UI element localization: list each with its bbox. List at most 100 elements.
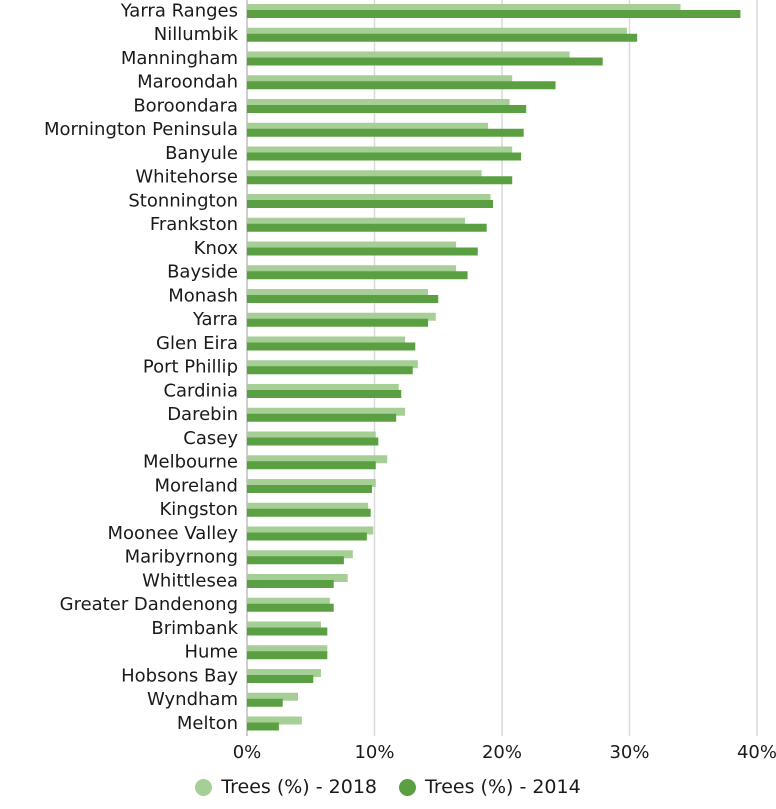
bar-2018: [247, 692, 298, 701]
bar-2014: [247, 342, 416, 351]
legend-item-2018: Trees (%) - 2018: [195, 776, 377, 798]
bar-2018: [247, 716, 302, 725]
x-tick-label: 30%: [609, 742, 649, 763]
bar-2014: [247, 366, 413, 375]
bar-2018: [247, 194, 491, 202]
category-label: Banyule: [165, 143, 238, 164]
bar-2018: [247, 289, 429, 297]
category-label: Knox: [194, 238, 239, 259]
category-label: Kingston: [160, 499, 239, 520]
category-label: Monash: [168, 285, 238, 306]
bar-2018: [247, 526, 374, 535]
bar-2014: [247, 81, 556, 90]
legend-label-2014: Trees (%) - 2014: [425, 776, 581, 798]
bar-2018: [247, 645, 328, 654]
bar-2018: [247, 455, 388, 464]
x-tick-label: 0%: [233, 742, 262, 763]
category-label: Melbourne: [143, 452, 238, 473]
x-tick-label: 40%: [737, 742, 776, 763]
bar-2018: [247, 51, 570, 60]
gridlines: [246, 0, 758, 736]
bar-2014: [247, 508, 371, 517]
bar-2018: [247, 669, 321, 677]
bar-2018: [247, 122, 488, 131]
bar-2014: [247, 105, 527, 113]
bar-2018: [247, 312, 436, 321]
category-label: Mornington Peninsula: [44, 119, 238, 140]
bar-2018: [247, 550, 353, 559]
legend-item-2014: Trees (%) - 2014: [399, 776, 581, 798]
bar-2018: [247, 621, 321, 630]
bar-2018: [247, 4, 681, 12]
bar-2014: [247, 461, 376, 470]
category-label: Glen Eira: [156, 333, 238, 354]
category-label: Moonee Valley: [107, 523, 238, 544]
bar-2014: [247, 675, 314, 683]
bar-2014: [247, 722, 279, 731]
x-tick-label: 10%: [354, 742, 394, 763]
category-label: Moreland: [155, 475, 239, 496]
bar-2014: [247, 176, 513, 185]
category-label: Wyndham: [147, 689, 238, 710]
bar-2018: [247, 431, 376, 440]
category-label: Boroondara: [133, 95, 238, 116]
bar-2018: [247, 146, 513, 155]
bar-2014: [247, 390, 402, 398]
bar-2018: [247, 265, 457, 274]
bar-2018: [247, 75, 513, 84]
x-tick-label: 20%: [482, 742, 522, 763]
bar-2014: [247, 295, 439, 303]
category-label: Manningham: [121, 48, 238, 69]
category-label: Melton: [177, 713, 238, 734]
category-label: Casey: [183, 428, 238, 449]
bar-2018: [247, 597, 330, 606]
legend-label-2018: Trees (%) - 2018: [221, 776, 377, 798]
bar-2018: [247, 27, 627, 36]
bars: [247, 4, 741, 731]
bar-2014: [247, 556, 344, 565]
bar-2018: [247, 360, 418, 369]
legend-swatch-2018: [195, 778, 213, 796]
category-label: Whitehorse: [135, 167, 238, 188]
category-label: Yarra Ranges: [120, 0, 238, 21]
bar-2014: [247, 651, 328, 660]
bar-2014: [247, 271, 468, 280]
bar-2014: [247, 627, 328, 636]
legend: Trees (%) - 2018 Trees (%) - 2014: [0, 772, 776, 802]
category-label: Stonnington: [128, 190, 238, 211]
bar-2018: [247, 217, 466, 226]
category-label: Hume: [184, 642, 238, 663]
bar-2014: [247, 223, 487, 232]
bar-2018: [247, 574, 348, 582]
bar-2014: [247, 413, 397, 422]
legend-swatch-2014: [399, 778, 416, 796]
category-labels: Yarra Ranges Nillumbik Manningham Maroondah…: [44, 0, 239, 734]
category-label: Hobsons Bay: [121, 665, 238, 686]
category-label: Whittlesea: [142, 570, 238, 591]
category-label: Bayside: [167, 262, 238, 283]
category-label: Frankston: [150, 214, 238, 235]
category-label: Maribyrnong: [125, 547, 238, 568]
bar-2014: [247, 128, 524, 137]
bar-2014: [247, 10, 741, 18]
x-tick-labels: 0% 10% 20% 30% 40%: [233, 742, 776, 763]
category-label: Brimbank: [151, 618, 238, 639]
bar-2014: [247, 485, 372, 493]
category-label: Darebin: [167, 404, 238, 425]
bar-2014: [247, 580, 334, 588]
bar-2018: [247, 479, 376, 487]
bar-2014: [247, 200, 494, 208]
bar-2018: [247, 241, 457, 250]
bar-2018: [247, 99, 510, 107]
category-label: Yarra: [192, 309, 238, 330]
category-label: Maroondah: [137, 72, 238, 93]
bar-2014: [247, 698, 283, 707]
bar-2014: [247, 318, 429, 327]
bar-2014: [247, 247, 478, 256]
bar-2014: [247, 532, 367, 541]
category-label: Cardinia: [163, 380, 238, 401]
bar-2018: [247, 384, 399, 392]
category-label: Nillumbik: [154, 24, 239, 45]
bar-2014: [247, 33, 638, 42]
